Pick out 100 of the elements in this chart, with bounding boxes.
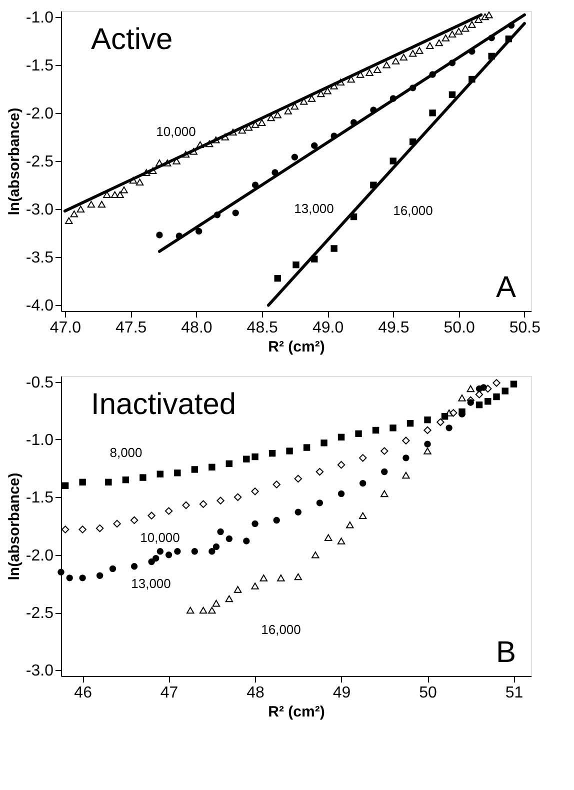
point bbox=[330, 82, 338, 90]
x-tick-label: 48.5 bbox=[246, 320, 278, 336]
annotation: 10,000 bbox=[156, 124, 196, 139]
point bbox=[390, 424, 396, 432]
x-tick-label: 50.0 bbox=[444, 320, 475, 336]
point bbox=[274, 111, 282, 118]
point bbox=[129, 176, 138, 184]
annotation: Inactivated bbox=[91, 388, 236, 421]
point bbox=[467, 399, 474, 406]
x-tick-label: 49 bbox=[332, 684, 351, 702]
point bbox=[182, 501, 190, 510]
point bbox=[136, 178, 144, 186]
point bbox=[251, 488, 259, 496]
point bbox=[98, 200, 106, 208]
annotation: 13,000 bbox=[131, 576, 171, 591]
annotation: 8,000 bbox=[110, 445, 142, 460]
point bbox=[337, 538, 346, 544]
x-tick-label: 48.0 bbox=[181, 320, 212, 336]
point bbox=[109, 565, 116, 572]
x-tick-label: 51 bbox=[505, 684, 524, 702]
point bbox=[484, 398, 492, 405]
x-tick-label: 50 bbox=[419, 684, 438, 702]
point bbox=[70, 210, 78, 218]
point bbox=[217, 528, 224, 536]
point bbox=[148, 512, 156, 520]
point bbox=[243, 538, 250, 544]
point bbox=[221, 134, 229, 140]
y-tick-label: -2.5 bbox=[26, 154, 54, 170]
point bbox=[380, 447, 388, 455]
x-tick-label: 49.5 bbox=[378, 320, 410, 336]
point bbox=[272, 480, 280, 488]
point bbox=[156, 160, 164, 166]
point bbox=[402, 454, 410, 462]
point bbox=[359, 480, 366, 487]
point bbox=[337, 460, 346, 469]
point bbox=[358, 512, 367, 520]
point bbox=[284, 108, 292, 114]
annotation: 13,000 bbox=[294, 201, 334, 216]
point bbox=[338, 490, 345, 498]
x-tick-label: 47.5 bbox=[116, 320, 147, 336]
point bbox=[402, 472, 410, 479]
point bbox=[462, 24, 470, 32]
point bbox=[273, 516, 280, 524]
point bbox=[450, 409, 458, 417]
point bbox=[191, 548, 198, 555]
point bbox=[66, 574, 73, 582]
point bbox=[277, 574, 285, 582]
point bbox=[234, 586, 242, 593]
point bbox=[208, 606, 216, 614]
point bbox=[435, 39, 443, 46]
x-tick-label: 46 bbox=[74, 684, 92, 702]
point bbox=[448, 30, 456, 38]
x-axis-title: R² (cm²) bbox=[268, 704, 325, 720]
point bbox=[481, 13, 489, 20]
y-tick-label: -1.0 bbox=[26, 9, 54, 26]
point bbox=[312, 551, 320, 558]
point bbox=[58, 568, 64, 576]
point bbox=[258, 119, 266, 126]
point bbox=[380, 490, 388, 498]
point bbox=[79, 478, 86, 486]
point bbox=[475, 390, 484, 398]
point bbox=[163, 160, 172, 166]
point bbox=[408, 50, 417, 57]
point bbox=[402, 436, 410, 444]
point bbox=[174, 548, 181, 555]
point bbox=[140, 474, 146, 481]
point bbox=[212, 136, 220, 144]
point bbox=[61, 526, 70, 534]
y-tick-label: -1.5 bbox=[26, 490, 54, 507]
x-tick-label: 49.0 bbox=[312, 320, 344, 336]
point bbox=[130, 563, 138, 570]
point bbox=[294, 573, 302, 580]
y-tick-label: -2.0 bbox=[26, 105, 54, 122]
point bbox=[96, 524, 104, 532]
y-tick-label: -1.5 bbox=[26, 57, 54, 74]
point bbox=[87, 200, 96, 208]
point bbox=[252, 453, 258, 460]
point bbox=[156, 548, 164, 555]
point bbox=[206, 140, 214, 148]
point bbox=[424, 440, 431, 448]
point bbox=[466, 385, 474, 392]
point bbox=[260, 574, 268, 582]
y-tick-label: -2.5 bbox=[26, 605, 54, 622]
y-axis-title: ln(absorbance) bbox=[6, 472, 23, 580]
point bbox=[308, 95, 316, 102]
point bbox=[225, 595, 234, 602]
point bbox=[294, 508, 302, 516]
point bbox=[510, 380, 518, 388]
point bbox=[492, 379, 500, 387]
annotation: 16,000 bbox=[261, 622, 301, 637]
point bbox=[252, 520, 258, 528]
point bbox=[316, 500, 324, 506]
point bbox=[448, 91, 456, 98]
point bbox=[436, 418, 444, 426]
point bbox=[424, 416, 431, 424]
point bbox=[311, 142, 318, 149]
point bbox=[130, 516, 138, 524]
point bbox=[62, 482, 69, 489]
point bbox=[96, 572, 104, 579]
point bbox=[316, 468, 324, 476]
